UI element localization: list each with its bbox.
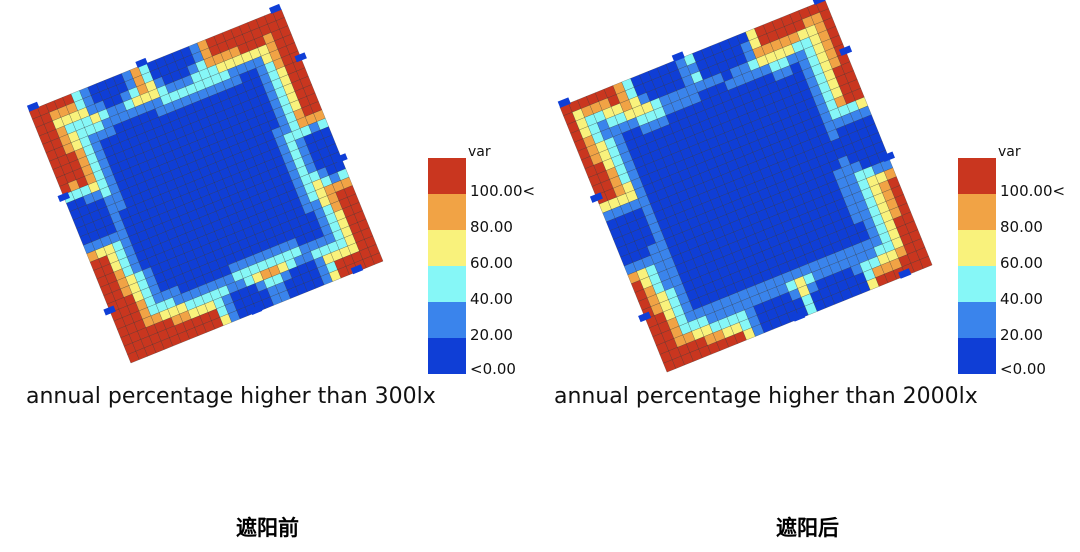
- legend-swatch-yellow: [958, 230, 996, 266]
- facade-marker: [838, 45, 853, 56]
- legend-label: 80.00: [1000, 218, 1043, 236]
- heatmap-before: [26, 3, 384, 364]
- facade-marker: [335, 153, 348, 164]
- heatmap-panel-before: var 100.00< 80.00 60.00 40.00 20.00 <0.0…: [26, 3, 535, 540]
- facade-marker: [57, 192, 71, 202]
- facade-marker: [269, 3, 282, 14]
- legend-label: 20.00: [1000, 326, 1043, 344]
- legend-label: 60.00: [470, 254, 513, 272]
- legend-swatch-deep-blue: [428, 338, 466, 374]
- chart-subtitle: 遮阳后: [776, 515, 839, 540]
- heatmap-cell: [919, 255, 933, 269]
- legend-label: 100.00<: [1000, 182, 1066, 200]
- chart-caption: annual percentage higher than 2000lx: [554, 384, 978, 409]
- legend-swatch-cyan: [428, 266, 466, 302]
- legend-swatch-deep-blue: [958, 338, 996, 374]
- legend-swatch-orange: [958, 194, 996, 230]
- chart-subtitle: 遮阳前: [236, 515, 299, 540]
- legend-swatch-orange: [428, 194, 466, 230]
- facade-marker: [792, 311, 806, 322]
- legend-label: 40.00: [470, 290, 513, 308]
- facade-marker: [898, 268, 912, 279]
- legend-swatch-yellow: [428, 230, 466, 266]
- legend-label: <0.00: [470, 360, 516, 378]
- facade-marker: [589, 192, 604, 203]
- legend-swatch-blue: [428, 302, 466, 338]
- heatmap-panel-after: var 100.00< 80.00 60.00 40.00 20.00 <0.0…: [540, 0, 1080, 552]
- facade-marker: [294, 52, 307, 63]
- legend-label: 40.00: [1000, 290, 1043, 308]
- heatmap-grid: [557, 0, 933, 373]
- facade-marker: [812, 0, 826, 6]
- facade-marker: [103, 305, 116, 316]
- legend-label: 100.00<: [470, 182, 536, 200]
- legend-swatch-blue: [958, 302, 996, 338]
- heatmap-cell: [371, 252, 384, 265]
- legend-after: var 100.00< 80.00 60.00 40.00 20.00 <0.0…: [958, 144, 1078, 380]
- legend-swatch-red: [958, 158, 996, 194]
- heatmap-grid: [26, 3, 384, 364]
- chart-caption: annual percentage higher than 300lx: [26, 384, 436, 409]
- facade-marker: [671, 51, 685, 62]
- facade-marker: [249, 305, 263, 315]
- legend-before: var 100.00< 80.00 60.00 40.00 20.00 <0.0…: [428, 144, 548, 380]
- legend-label: 20.00: [470, 326, 513, 344]
- facade-marker: [350, 264, 364, 275]
- legend-title: var: [998, 144, 1021, 160]
- facade-marker: [26, 101, 40, 112]
- facade-marker: [557, 97, 571, 108]
- legend-label: 60.00: [1000, 254, 1043, 272]
- facade-marker: [638, 311, 652, 323]
- legend-title: var: [468, 144, 491, 160]
- legend-label: 80.00: [470, 218, 513, 236]
- legend-swatch-cyan: [958, 266, 996, 302]
- legend-label: <0.00: [1000, 360, 1046, 378]
- heatmap-after: [557, 0, 933, 373]
- facade-marker: [135, 57, 148, 68]
- legend-swatch-red: [428, 158, 466, 194]
- facade-marker: [881, 151, 895, 162]
